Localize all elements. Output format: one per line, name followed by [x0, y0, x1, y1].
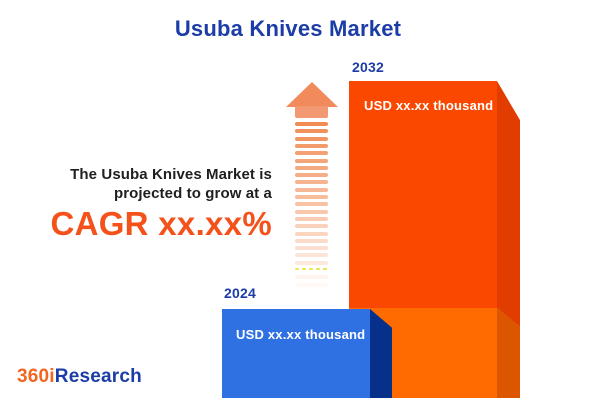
arrow-dash: [295, 173, 328, 178]
description-line-2: projected to grow at a: [113, 185, 272, 202]
arrow-dash: [295, 151, 328, 156]
arrow-dash: [295, 122, 328, 126]
arrow-dash: [295, 129, 328, 134]
brand-logo: 360iResearch: [17, 366, 142, 388]
bar-2032-year-label: 2032: [352, 59, 384, 75]
arrow-dash: [295, 180, 328, 185]
arrow-dash: [295, 195, 328, 199]
arrow-dash: [295, 165, 328, 170]
arrow-dash: [295, 231, 328, 236]
logo-suffix: Research: [54, 366, 142, 387]
arrow-stub: [295, 106, 328, 118]
bar-2032-side-upper: [497, 81, 520, 327]
bar-2032-face-upper: [349, 81, 497, 308]
bar-2024-face: [222, 309, 370, 398]
arrow-dash: [295, 158, 328, 163]
arrow-dash: [295, 187, 328, 192]
arrow-dash: [295, 238, 328, 243]
arrow-dash: [295, 268, 328, 270]
arrow-up-icon: [286, 82, 338, 107]
arrow-dash: [295, 216, 328, 221]
description-block: The Usuba Knives Market is projected to …: [50, 165, 272, 243]
arrow-dash: [295, 224, 328, 229]
arrow-dash: [295, 275, 328, 280]
logo-prefix: 360i: [17, 366, 55, 387]
bar-2024-value-label: USD xx.xx thousand: [236, 327, 366, 342]
arrow-dash: [295, 246, 328, 251]
description-line-1: The Usuba Knives Market is: [70, 166, 272, 183]
arrow-dash: [295, 253, 328, 258]
cagr-text: CAGR xx.xx%: [50, 205, 272, 242]
bar-2032-value-label: USD xx.xx thousand: [364, 98, 494, 113]
arrow-dash: [295, 143, 328, 148]
arrow-dash: [295, 209, 328, 214]
page-title: Usuba Knives Market: [174, 16, 402, 41]
bar-2032-side-lower: [497, 308, 520, 398]
bar-2024-year-label: 2024: [224, 285, 256, 301]
arrow-dash: [295, 260, 328, 265]
arrow-dash: [295, 202, 328, 207]
arrow-dash: [295, 136, 328, 141]
arrow-dash: [295, 282, 328, 287]
bar-2024-side: [370, 309, 392, 398]
